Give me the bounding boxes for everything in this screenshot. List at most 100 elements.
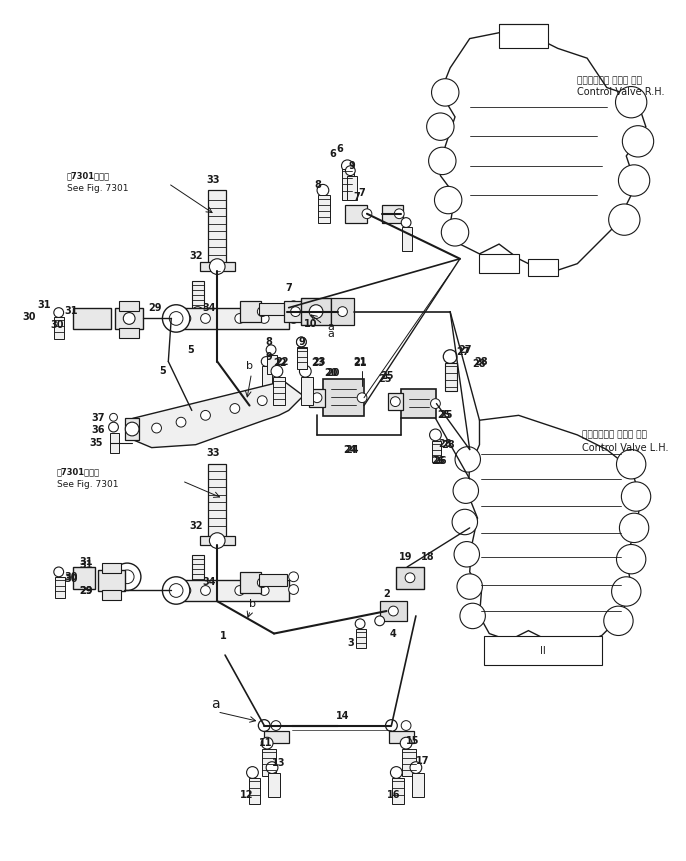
Text: 22: 22 [275,356,289,367]
Circle shape [388,606,399,616]
Circle shape [209,259,225,275]
Circle shape [309,305,323,319]
Text: 21: 21 [353,356,367,367]
Circle shape [126,422,139,436]
Bar [388,393,403,411]
Text: 30: 30 [23,313,36,323]
Circle shape [271,365,283,377]
Text: 34: 34 [202,577,216,586]
Bar [267,355,277,375]
Circle shape [617,544,646,574]
Bar [172,307,289,329]
Bar [397,567,424,589]
Text: a: a [211,697,220,711]
Bar [381,205,403,222]
Circle shape [400,737,412,749]
Bar [200,262,235,271]
Text: 28: 28 [473,359,486,369]
Text: 28: 28 [441,440,455,449]
Text: See Fig. 7301: See Fig. 7301 [57,480,118,489]
Circle shape [296,337,306,347]
Circle shape [619,164,650,196]
Text: 7: 7 [354,192,361,202]
Text: 20: 20 [326,369,340,378]
Bar [73,567,95,589]
Circle shape [54,307,64,318]
Text: 4: 4 [390,629,397,639]
Bar [54,318,64,339]
Bar [209,464,226,537]
Bar [259,303,287,314]
Circle shape [394,209,404,219]
Text: 9: 9 [349,161,355,170]
Circle shape [152,423,161,433]
Circle shape [362,209,372,219]
Circle shape [289,300,298,311]
Text: 1: 1 [220,630,226,641]
Circle shape [235,585,245,596]
Text: 29: 29 [80,586,93,597]
Circle shape [457,574,482,599]
Text: コントロール バルブ 左側: コントロール バルブ 左側 [582,430,647,439]
Text: 16: 16 [387,790,400,800]
Text: 31: 31 [64,306,78,316]
Circle shape [206,313,220,327]
Text: 23: 23 [312,356,326,367]
Circle shape [441,219,469,246]
Bar [356,629,366,648]
Circle shape [338,307,347,317]
Text: 7: 7 [359,189,366,198]
Text: 6: 6 [336,144,343,154]
Circle shape [169,312,183,325]
Text: 32: 32 [189,251,202,261]
Text: 29: 29 [148,303,161,313]
Text: a: a [327,322,334,332]
Bar [318,195,330,222]
Text: 30: 30 [64,572,78,582]
Bar [401,389,436,418]
Bar [126,418,139,440]
Text: 34: 34 [202,303,216,313]
Bar [273,377,285,405]
Text: 24: 24 [346,444,359,455]
Circle shape [612,577,641,606]
Bar [192,555,204,585]
Text: 19: 19 [399,552,413,562]
Circle shape [317,184,329,196]
Bar [347,176,357,200]
Circle shape [431,78,459,106]
Circle shape [454,542,480,567]
Bar [248,778,260,804]
Circle shape [608,204,640,235]
Text: See Fig. 7301: See Fig. 7301 [67,183,128,193]
Text: 9: 9 [265,351,272,362]
Circle shape [390,397,400,406]
Circle shape [460,604,486,629]
Circle shape [163,577,190,604]
Text: 33: 33 [206,176,220,185]
Text: 23: 23 [311,358,324,369]
Circle shape [271,721,281,730]
Circle shape [434,186,462,214]
Bar [102,563,121,573]
Circle shape [259,720,270,731]
Text: 8: 8 [315,180,322,190]
Bar [102,591,121,600]
Circle shape [261,737,273,749]
Circle shape [259,585,269,596]
Bar [172,579,289,601]
Circle shape [296,337,306,347]
Bar [209,190,226,263]
Text: 31: 31 [80,560,93,570]
Text: 5: 5 [159,366,166,376]
Circle shape [163,305,190,332]
Text: 35: 35 [89,437,103,448]
Polygon shape [440,28,646,274]
Text: 3: 3 [347,638,354,648]
Circle shape [291,307,300,317]
Bar [431,441,441,462]
Text: 5: 5 [187,344,194,355]
Text: 21: 21 [353,358,367,369]
Text: 28: 28 [438,439,452,449]
Text: 20: 20 [324,369,338,378]
